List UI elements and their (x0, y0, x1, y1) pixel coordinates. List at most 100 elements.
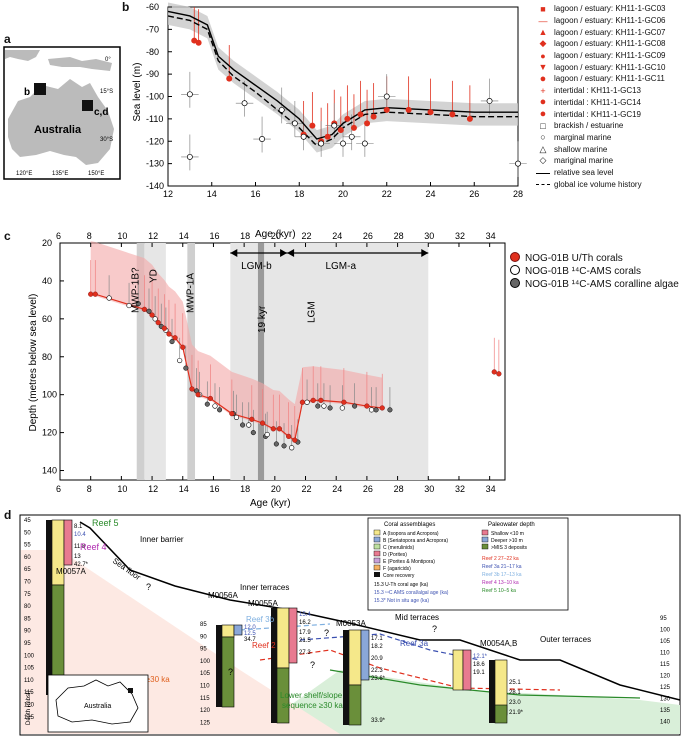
legend-paleo-deeper: Deeper >10 m (491, 538, 523, 544)
left-depth-tick: 105 (24, 666, 35, 672)
chart-c: MWP-1B? YD MWP-1A LGM-b 19 kyr LGM-a LGM 6 6 8 8 10… (28, 229, 506, 509)
legend-paleo-mis3: >MIS 3 deposits (491, 545, 527, 551)
legend-b-entry: ◇ mariginal marine (536, 155, 685, 167)
core-m0057a (46, 519, 73, 696)
site-cd-marker (82, 100, 93, 111)
legend-b-marker-icon: ▼ (538, 62, 548, 73)
sample-point-red (405, 106, 412, 113)
x-tick-label-c: 24 (332, 484, 342, 494)
x-tick-top-label-c: 14 (179, 231, 189, 241)
x-tick-label-b: 16 (251, 189, 261, 199)
annot-mwp1b: MWP-1B? (130, 267, 141, 313)
reef5-label: Reef 5 (92, 518, 119, 528)
lat-label-0: 0° (105, 57, 111, 63)
x-tick-top-label-c: 24 (332, 231, 342, 241)
c14-coral-point (339, 405, 345, 411)
uth-coral-point (141, 306, 147, 312)
arrowhead (280, 249, 288, 257)
y-axis-label-c: Depth (metres below sea level) (28, 294, 39, 432)
x-tick-top-label-c: 26 (363, 231, 373, 241)
x-tick-label-b: 14 (207, 189, 217, 199)
y-axis-label-b: Sea level (m) (132, 63, 143, 122)
coralline-algae-point (250, 430, 256, 436)
x-tick-label-b: 24 (426, 189, 436, 199)
sample-point-open (515, 160, 521, 167)
age-m0053a-3: 22.3 (371, 668, 383, 674)
coralline-algae-point (327, 405, 333, 411)
legend-b-marker-icon: ● (540, 50, 546, 61)
map-panel: b c,d Australia 0° 15°S 30°S 120°E 135°E… (3, 46, 121, 180)
legend-c-entry: NOG-01B ¹⁴C-AMS corals (510, 265, 685, 278)
legend-core-recovery: Core recovery (383, 573, 415, 579)
legend-b-entry: ◆ lagoon / estuary: KH11-1-GC08 (536, 38, 685, 50)
age-m0053a-2: 20.9 (371, 656, 383, 662)
question-mark-4: ? (432, 624, 437, 634)
age-m0054a-0: 12.1* (473, 654, 488, 660)
panel-label-d: d (4, 508, 12, 522)
uth-coral-point (229, 411, 235, 417)
uth-coral-point (88, 291, 94, 297)
left-depth-tick: 85 (24, 616, 31, 622)
y-tick-label-b: -120 (146, 136, 164, 146)
x-tick-label-c: 28 (394, 484, 404, 494)
coralline-algae-point (387, 407, 393, 413)
sample-point-red (466, 115, 473, 122)
c14-coral-point (106, 295, 112, 301)
inner-barrier-label: Inner barrier (140, 535, 184, 544)
right-depth-tick: 130 (660, 697, 671, 703)
uth-coral-point (195, 392, 201, 398)
y-tick-label-b: -80 (146, 47, 159, 57)
legend-b-label: relative sea level (554, 167, 614, 177)
mid-depth-tick: 95 (200, 647, 207, 653)
uth-coral-point (155, 320, 161, 326)
legend-b-entry: ○ marginal marine (536, 132, 685, 144)
age-m0056a-1: 12.5 (244, 631, 256, 637)
age-m0057a-2: 11.8 (74, 544, 86, 550)
y-tick-label-c: 120 (42, 428, 57, 438)
legend-b-marker-icon: ◆ (539, 38, 547, 49)
uth-coral-point (276, 426, 283, 432)
age-m0053a-0: 17.1 (371, 636, 383, 642)
left-depth-tick: 120 (24, 703, 35, 709)
legend-b-label: brackish / estuarine (554, 121, 624, 131)
lower-shelf-label: Lower shelf/slope (280, 691, 343, 700)
asia-landmass (5, 50, 40, 61)
legend-b-label: lagoon / estuary: KH11-1-GC09 (554, 51, 666, 61)
right-depth-tick: 125 (660, 685, 671, 691)
panel-label-b: b (122, 0, 130, 14)
core-m0053a (343, 629, 370, 726)
inset-australia-map: Australia (47, 674, 149, 733)
x-tick-top-label-c: 8 (87, 231, 92, 241)
legend-paleo-title: Paleowater depth (488, 522, 535, 528)
legend-reef4: Reef 4 13–10 ka (482, 580, 519, 586)
plot-frame-b (167, 6, 519, 187)
core-m0054ab (452, 649, 508, 724)
legend-b-entry: ● lagoon / estuary: KH11-1-GC11 (536, 73, 685, 85)
legend-coral-a: A (Isopora and Acropora) (383, 531, 439, 537)
legend-b-label: global ice volume history (554, 179, 642, 189)
age-m0057a-4: 42.7* (74, 562, 89, 568)
x-tick-label-c: 14 (179, 484, 189, 494)
x-tick-label-b: 22 (382, 189, 392, 199)
uth-coral-point (364, 403, 370, 409)
legend-b-marker-icon: ● (539, 96, 547, 109)
core-label-m0053a: M0053A (336, 619, 366, 628)
legend-coral-e: E (Porites & Montipora) (383, 559, 435, 565)
legend-b-marker-icon: △ (539, 143, 547, 154)
age-m0054a-6: 21.9* (509, 710, 524, 716)
x-tick-label-b: 20 (338, 189, 348, 199)
legend-b-label: mariginal marine (554, 156, 614, 166)
question-mark-2: ? (228, 667, 233, 677)
left-depth-tick: 45 (24, 518, 31, 524)
age-m0053a-5: 33.9* (371, 718, 386, 724)
sample-point-red (350, 124, 357, 131)
x-tick-label-c: 22 (302, 484, 312, 494)
legend-b-entry: ● lagoon / estuary: KH11-1-GC09 (536, 50, 685, 62)
reef3a-label: Reef 3a (400, 639, 429, 648)
c14-coral-point (304, 399, 310, 405)
x-tick-label-b: 28 (513, 189, 523, 199)
legend-b-label: lagoon / estuary: KH11-1-GC08 (554, 39, 666, 49)
legend-b-entry: ■ lagoon / estuary: KH11-1-GC03 (536, 3, 685, 15)
right-depth-tick: 120 (660, 674, 671, 680)
legend-c-label: NOG-01B ¹⁴C-AMS coralline algae (525, 279, 679, 290)
